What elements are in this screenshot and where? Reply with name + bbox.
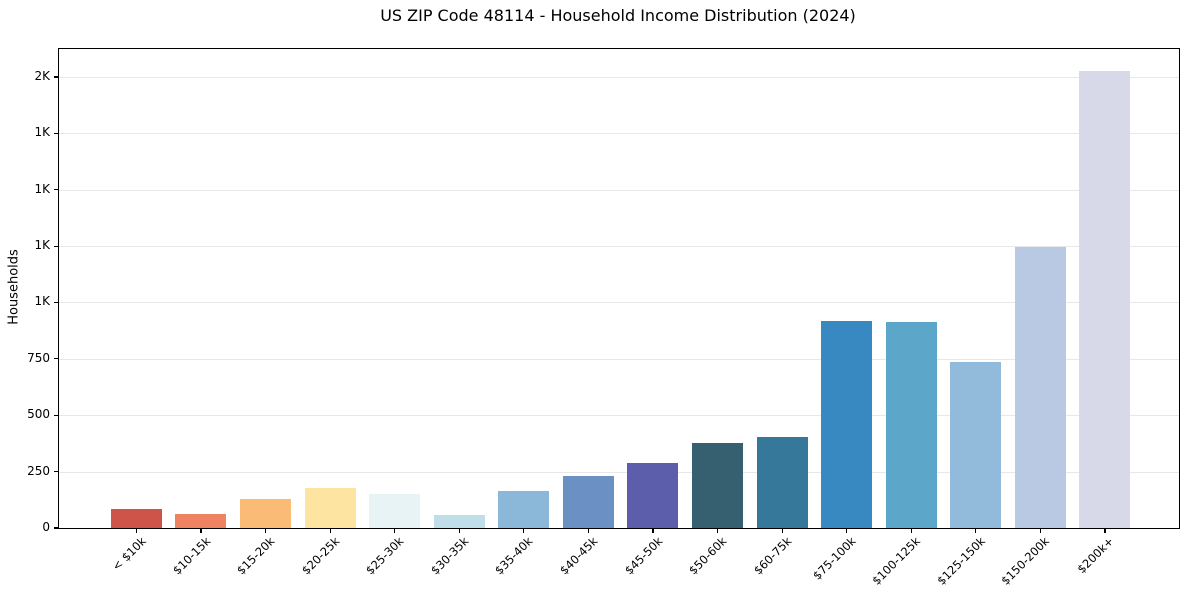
y-axis-label: Households [6,249,22,325]
x-tick-mark [781,529,783,534]
bar-7 [498,490,550,528]
x-tick-label: $125-150k [933,534,988,588]
y-tick-mark [53,358,58,360]
y-tick-label: 1K [34,181,50,196]
y-tick-mark [53,471,58,473]
bar-14 [950,362,1002,528]
x-tick-label: $100-125k [869,534,924,588]
x-tick-label: $40-45k [556,534,601,578]
x-tick-label: $75-100k [809,534,859,583]
x-tick-label: < $10k [108,534,149,574]
y-tick-mark [53,189,58,191]
x-tick-label: $25-30k [363,534,407,578]
y-tick-label: 1K [34,294,50,309]
gridline [59,302,1179,304]
x-tick-mark [587,529,589,534]
bar-6 [433,515,485,528]
y-tick-mark [53,245,58,247]
gridline [59,358,1179,360]
x-tick-label: $50-60k [686,534,730,578]
x-tick-label: $15-20k [234,534,278,578]
x-tick-label: $60-75k [750,534,795,578]
x-tick-mark [652,529,654,534]
x-tick-mark [200,529,202,534]
gridline [59,415,1179,417]
y-tick-mark [53,76,58,78]
x-tick-label: $150-200k [998,534,1053,588]
gridline [59,133,1179,135]
bar-10 [692,443,744,528]
y-tick-label: 750 [27,350,50,365]
bar-3 [240,499,292,528]
bar-5 [369,493,421,528]
gridline [59,246,1179,248]
x-tick-mark [458,529,460,534]
x-tick-mark [910,529,912,534]
plot-area [53,48,1180,534]
bar-4 [304,487,356,528]
x-tick-label: $35-40k [492,534,536,578]
x-tick-mark [264,529,267,534]
bar-15 [1014,247,1066,528]
bar-1 [110,508,162,528]
x-tick-mark [523,529,525,534]
y-tick-mark [53,132,58,134]
x-tick-mark [394,529,396,534]
x-tick-mark [329,529,331,534]
x-tick-mark [1104,529,1106,534]
gridline [59,76,1179,78]
x-tick-mark [135,529,137,534]
y-tick-label: 500 [27,407,50,422]
x-tick-mark [716,529,719,534]
bar-2 [175,514,227,528]
x-tick-mark [1039,529,1041,534]
y-tick-mark [53,527,58,529]
y-tick-label: 1K [34,238,50,253]
x-tick-label: $10-15k [169,534,213,578]
y-tick-label: 2K [34,68,50,83]
bar-16 [1079,71,1131,528]
y-tick-label: 250 [27,463,50,478]
gridline [59,471,1179,473]
y-tick-label: 0 [42,520,50,534]
x-tick-mark [975,529,977,534]
x-tick-label: $200k+ [1074,534,1117,577]
bar-8 [562,476,614,528]
y-tick-mark [53,414,58,416]
x-tick-label: $20-25k [298,534,343,578]
x-tick-label: $30-35k [427,534,472,578]
bar-9 [627,463,679,528]
gridline [59,189,1179,191]
x-tick-label: $45-50k [621,534,665,578]
bar-12 [821,320,873,528]
y-tick-label: 1K [34,125,50,140]
chart-title: US ZIP Code 48114 - Household Income Dis… [380,6,856,25]
bar-11 [756,436,808,528]
bar-13 [885,321,937,528]
y-tick-mark [53,301,58,304]
x-tick-mark [846,529,848,534]
